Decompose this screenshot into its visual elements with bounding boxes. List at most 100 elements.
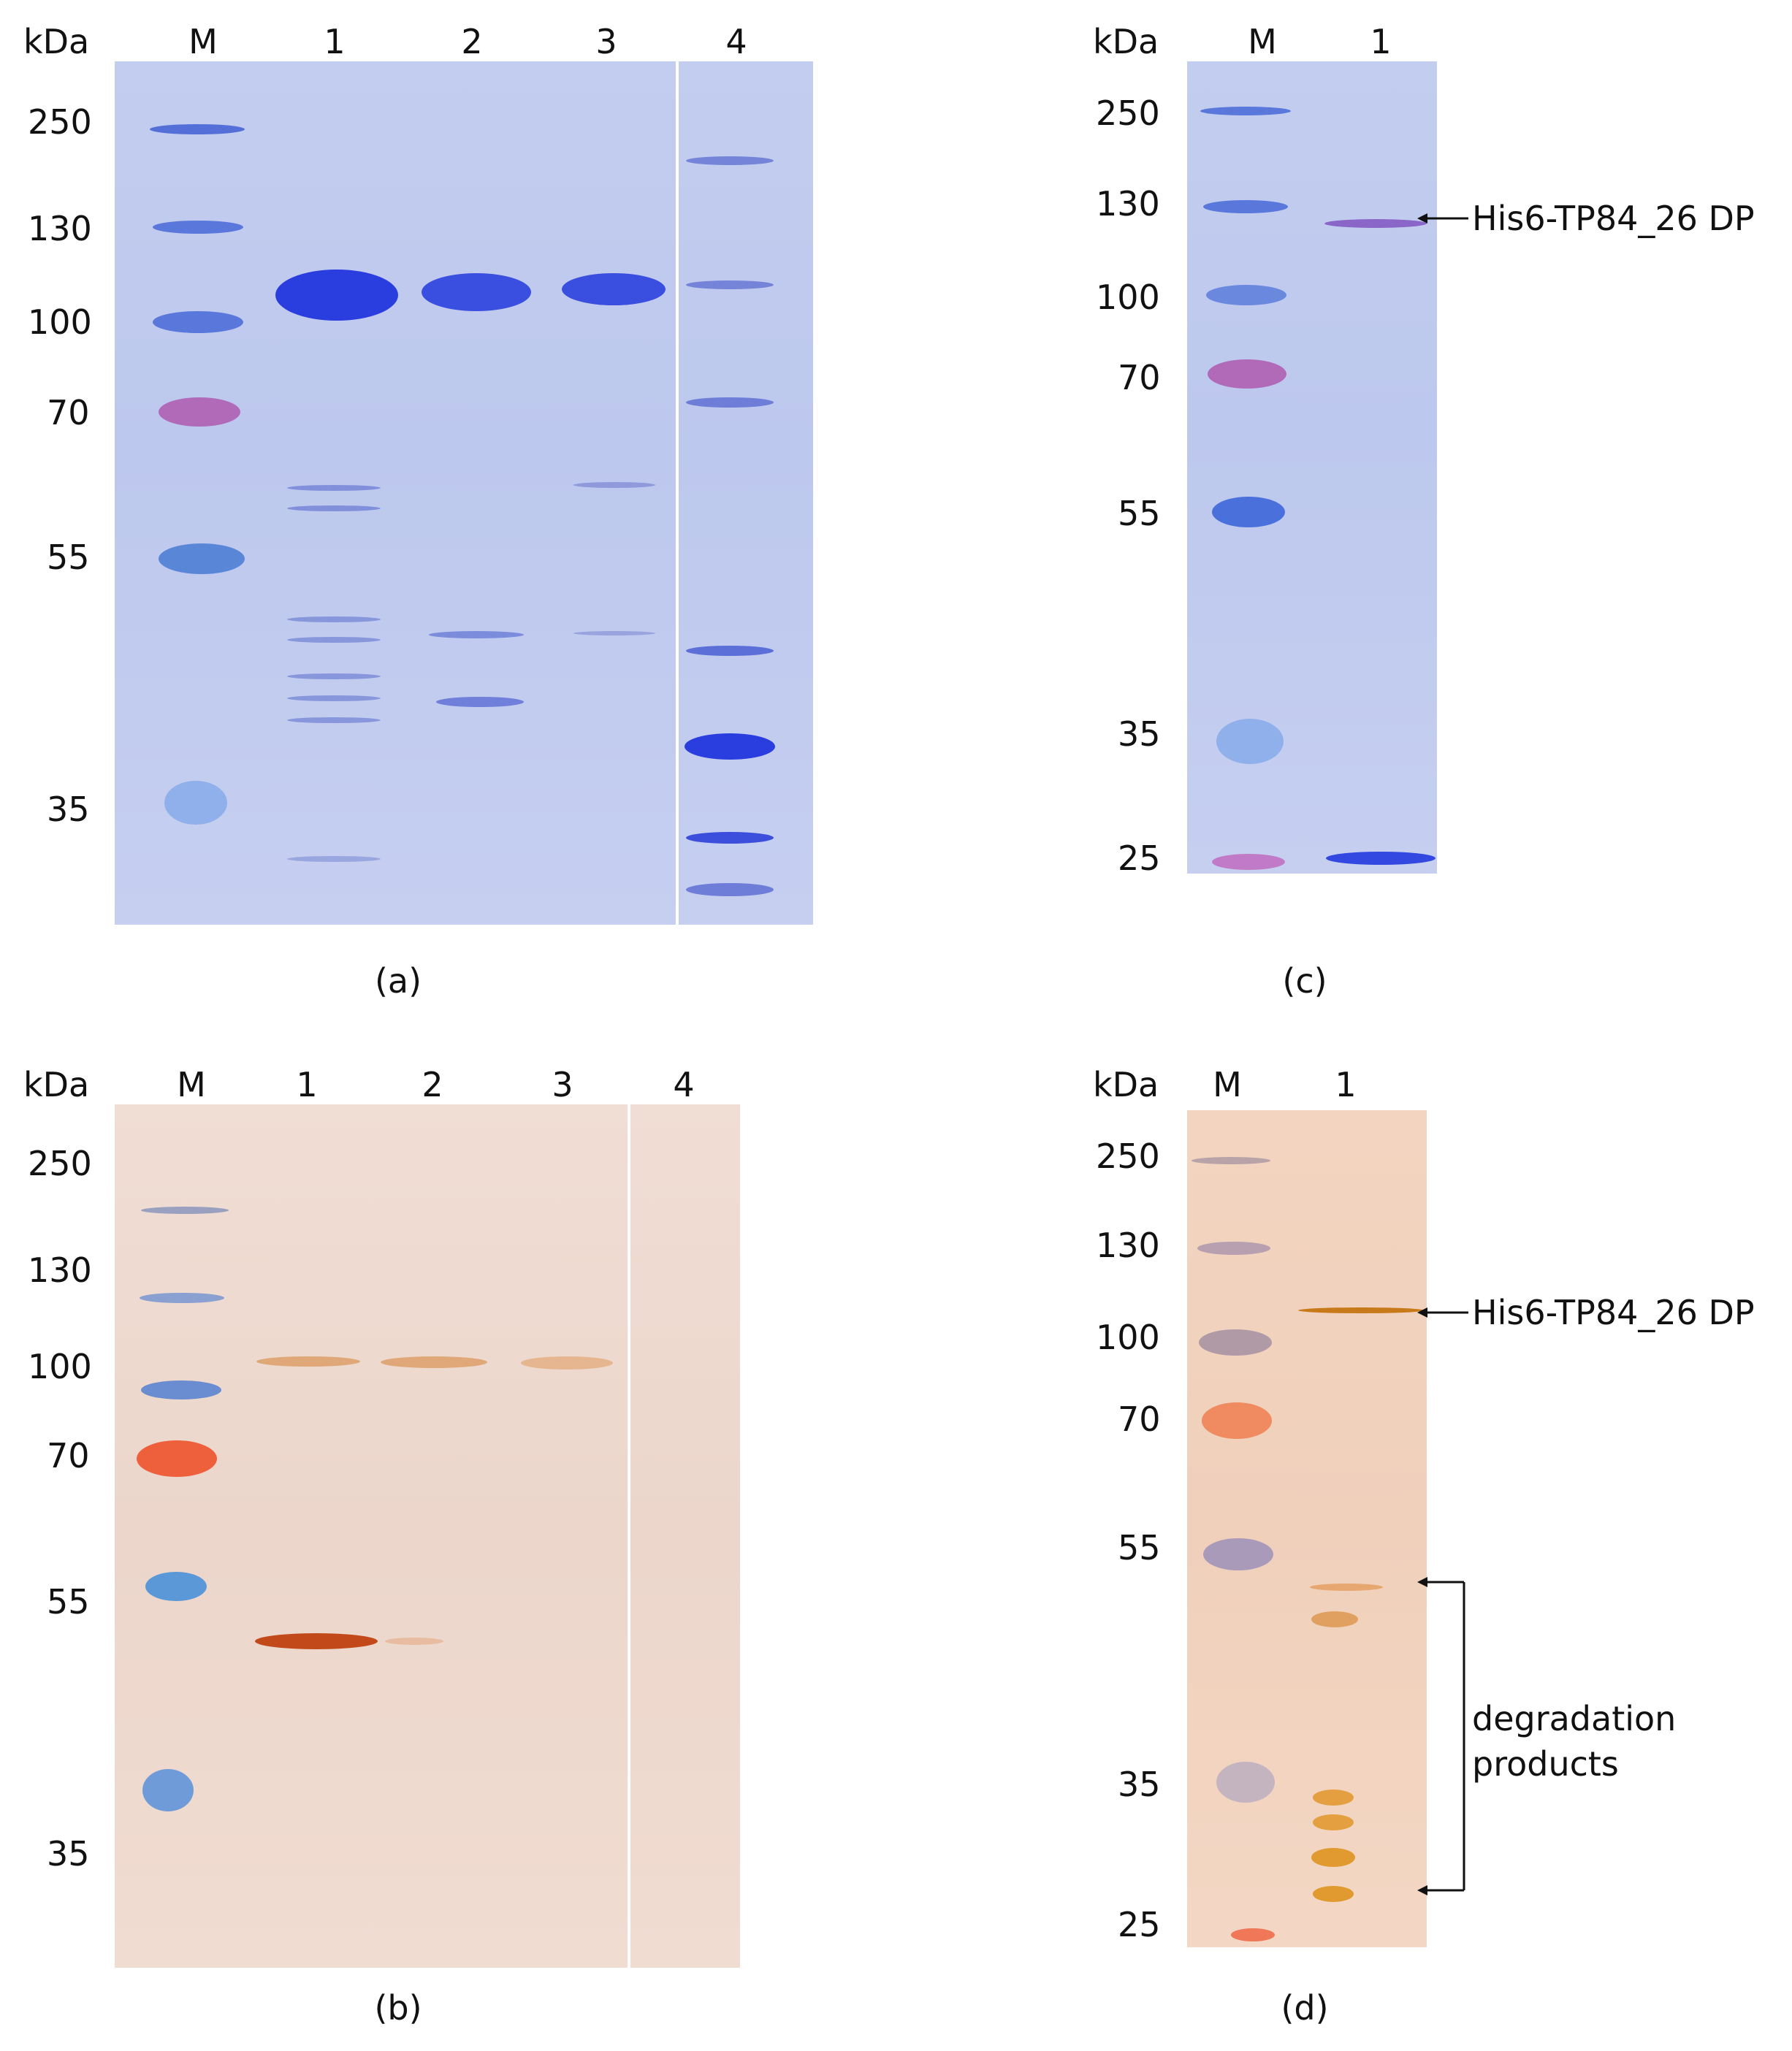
panel-d-lane1-band bbox=[1310, 1584, 1383, 1591]
panel-a-marker-band-130 bbox=[153, 221, 243, 234]
panel-b-membrane bbox=[115, 1104, 740, 1968]
panel-b-lane1-band-strong bbox=[255, 1633, 378, 1649]
panel-a-unit-label: kDa bbox=[23, 22, 90, 61]
panel-d-marker-band-250 bbox=[1192, 1157, 1270, 1164]
panel-b-lane-label-3: 3 bbox=[552, 1065, 573, 1104]
panel-a-lane1-band-main bbox=[275, 270, 398, 321]
panel-d-marker-band-130 bbox=[1197, 1242, 1270, 1255]
panel-a-lane1-band bbox=[287, 717, 381, 723]
panel-b-lane-divider bbox=[628, 1104, 630, 1968]
panel-d-ladder-130: 130 bbox=[1096, 1226, 1160, 1265]
panel-b-marker-band-100 bbox=[141, 1380, 221, 1399]
panel-a-lane4-band bbox=[686, 832, 774, 844]
panel-a-lane1-band bbox=[287, 673, 381, 679]
panel-b-marker-band-55 bbox=[145, 1572, 207, 1601]
panel-b-marker-band-70 bbox=[137, 1440, 217, 1477]
panel-c-arrow bbox=[1417, 213, 1468, 224]
panel-b-lane-label-4: 4 bbox=[673, 1065, 695, 1104]
panel-b-marker-band-35 bbox=[142, 1769, 194, 1811]
panel-c-gel bbox=[1187, 61, 1437, 874]
panel-d-membrane bbox=[1187, 1110, 1427, 1947]
panel-d-lane1-band-main bbox=[1298, 1307, 1424, 1313]
panel-a-lane2-band-main bbox=[422, 273, 531, 311]
panel-a-ladder-70: 70 bbox=[47, 393, 90, 432]
panel-d-ladder-100: 100 bbox=[1096, 1318, 1160, 1357]
panel-d-bracket bbox=[1417, 1577, 1465, 1895]
panel-b-marker-lane-label: M bbox=[177, 1065, 206, 1104]
panel-a-marker-lane-label: M bbox=[188, 22, 218, 61]
panel-d-marker-band-35 bbox=[1216, 1762, 1275, 1803]
panel-b-lane1-band-main bbox=[256, 1356, 360, 1367]
panel-a-lane3-band-main bbox=[562, 273, 666, 305]
panel-d-marker-lane-label: M bbox=[1213, 1065, 1242, 1104]
panel-c-unit-label: kDa bbox=[1093, 22, 1159, 61]
panel-b-ladder-70: 70 bbox=[47, 1436, 90, 1475]
panel-d-ladder-250: 250 bbox=[1096, 1137, 1160, 1176]
panel-d-arrow bbox=[1417, 1307, 1468, 1318]
panel-c-lane1-band-main bbox=[1324, 219, 1427, 228]
panel-b-marker-band-250 bbox=[141, 1207, 229, 1214]
panel-d-bracket-label-line2: products bbox=[1472, 1744, 1619, 1784]
panel-a-marker-band-35 bbox=[164, 781, 227, 825]
panel-b-lane-label-2: 2 bbox=[422, 1065, 443, 1104]
panel-c-ladder-25: 25 bbox=[1118, 839, 1161, 878]
panel-d-lane-label-1: 1 bbox=[1335, 1065, 1357, 1104]
panel-c-marker-band-25 bbox=[1212, 854, 1285, 870]
panel-a-ladder-35: 35 bbox=[47, 790, 90, 829]
panel-c-marker-band-250 bbox=[1200, 107, 1291, 115]
panel-a-lane1-band bbox=[287, 505, 381, 511]
panel-a-lane3-band bbox=[573, 482, 655, 488]
panel-b-ladder-35: 35 bbox=[47, 1834, 90, 1874]
panel-a-marker-band-250 bbox=[150, 124, 245, 134]
panel-b-ladder-130: 130 bbox=[28, 1250, 92, 1290]
panel-b-ladder-100: 100 bbox=[28, 1347, 92, 1386]
panel-d-lane1-band bbox=[1313, 1814, 1354, 1830]
panel-d-ladder-35: 35 bbox=[1118, 1765, 1161, 1804]
panel-d-annotation: His6-TP84_26 DP bbox=[1472, 1293, 1755, 1332]
panel-a-ladder-130: 130 bbox=[28, 209, 92, 248]
panel-c-marker-band-55 bbox=[1212, 497, 1285, 527]
panel-d-caption: (d) bbox=[1281, 1988, 1329, 2028]
panel-c-annotation: His6-TP84_26 DP bbox=[1472, 199, 1755, 238]
panel-c-ladder-35: 35 bbox=[1118, 714, 1161, 754]
panel-c-ladder-250: 250 bbox=[1096, 93, 1160, 133]
panel-d-unit-label: kDa bbox=[1093, 1065, 1159, 1104]
panel-a-ladder-55: 55 bbox=[47, 538, 90, 577]
panel-c-caption: (c) bbox=[1282, 961, 1327, 1001]
panel-c-marker-band-70 bbox=[1208, 359, 1286, 389]
panel-a-lane-label-1: 1 bbox=[324, 22, 346, 61]
panel-a-lane-label-4: 4 bbox=[725, 22, 747, 61]
panel-a-lane3-band bbox=[573, 631, 655, 635]
panel-b-caption: (b) bbox=[374, 1988, 422, 2028]
panel-a-lane-label-2: 2 bbox=[461, 22, 483, 61]
panel-a-lane4-band bbox=[686, 646, 774, 656]
panel-d-lane1-band bbox=[1311, 1611, 1358, 1627]
panel-c-marker-band-100 bbox=[1206, 285, 1286, 305]
panel-d-lane1-band bbox=[1311, 1848, 1355, 1867]
panel-a-lane4-band bbox=[686, 397, 774, 408]
panel-d-bracket-label-line1: degradation bbox=[1472, 1699, 1677, 1738]
panel-b-lane2-band bbox=[385, 1638, 443, 1645]
panel-c-marker-band-130 bbox=[1203, 200, 1288, 213]
panel-a-lane1-band bbox=[287, 485, 381, 491]
panel-a-ladder-100: 100 bbox=[28, 302, 92, 342]
panel-d-marker-band-100 bbox=[1199, 1329, 1272, 1356]
panel-a-lane1-band bbox=[287, 637, 381, 643]
panel-b-marker-band-130 bbox=[140, 1293, 224, 1303]
panel-a-lane2-band bbox=[436, 697, 524, 707]
panel-a-marker-band-70 bbox=[159, 397, 240, 427]
panel-b-lane-label-1: 1 bbox=[296, 1065, 318, 1104]
panel-a-lane-label-3: 3 bbox=[595, 22, 617, 61]
panel-a-lane4-band bbox=[686, 156, 774, 165]
panel-a-lane4-band bbox=[686, 280, 774, 289]
panel-c-ladder-130: 130 bbox=[1096, 184, 1160, 224]
panel-a-lane1-band bbox=[287, 856, 381, 862]
panel-a-marker-band-55 bbox=[159, 543, 245, 574]
panel-a-lane4-band bbox=[686, 883, 774, 896]
panel-d-marker-band-70 bbox=[1202, 1402, 1272, 1439]
panel-c-marker-lane-label: M bbox=[1248, 22, 1277, 61]
panel-c-ladder-55: 55 bbox=[1118, 494, 1161, 533]
panel-b-ladder-250: 250 bbox=[28, 1144, 92, 1183]
panel-d-ladder-70: 70 bbox=[1118, 1399, 1161, 1439]
panel-a-lane-divider bbox=[676, 61, 679, 925]
